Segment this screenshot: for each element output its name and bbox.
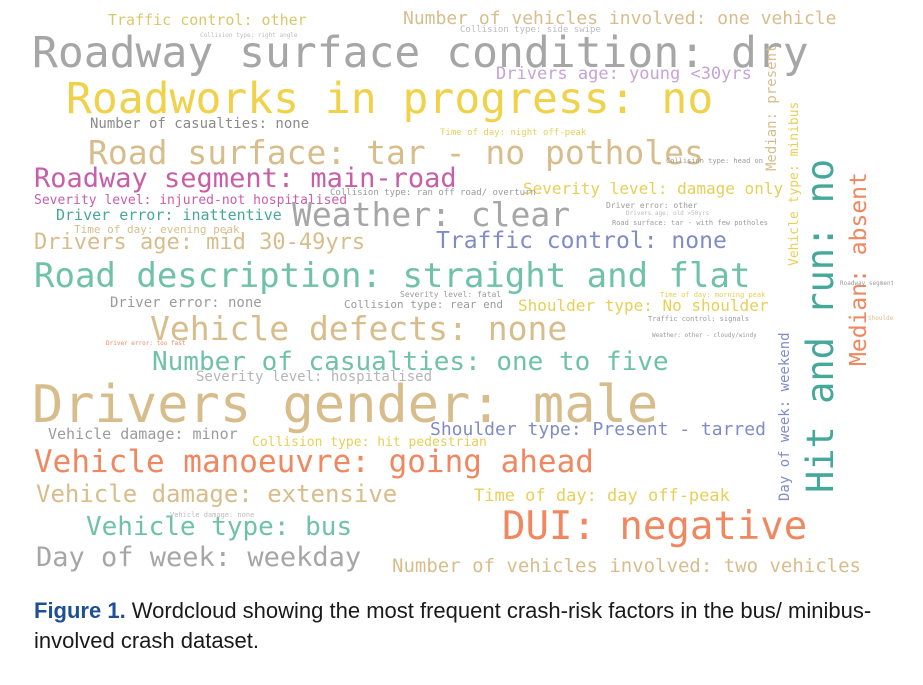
cloud-word: Vehicle type: bus xyxy=(86,512,353,542)
cloud-word: Time of day: morning peak xyxy=(660,291,766,299)
cloud-word: Roadworks in progress: no xyxy=(66,74,714,124)
cloud-word: Road description: straight and flat xyxy=(34,256,751,296)
cloud-word: Roadway segment: main-road xyxy=(34,163,457,194)
cloud-word: Time of day: evening peak xyxy=(74,223,240,236)
cloud-word: Number of vehicles involved: two vehicle… xyxy=(392,555,861,577)
cloud-word: Vehicle type: minibus xyxy=(787,101,802,266)
cloud-word: Driver error: inattentive xyxy=(56,206,282,224)
cloud-word: Road surface: tar - with few potholes xyxy=(612,219,768,227)
cloud-word: Time of day: night off-peak xyxy=(440,128,587,138)
cloud-word: Roadway surface condition: dry xyxy=(32,28,809,78)
cloud-word: Severity level: damage only xyxy=(523,179,784,198)
cloud-word: Collision type: right angle xyxy=(200,32,298,39)
cloud-word: Shoulder type: Present - untarred xyxy=(868,315,893,322)
cloud-word: Day of week: weekday xyxy=(36,542,362,573)
cloud-word: Number of casualties: none xyxy=(90,116,310,132)
wordcloud: Traffic control: other Number of vehicle… xyxy=(30,6,893,586)
cloud-word: Driver error: too fast xyxy=(106,340,186,347)
cloud-word: Road surface: tar - no potholes xyxy=(88,133,704,172)
cloud-word: Day of week: weekend xyxy=(777,332,793,501)
cloud-word: Weather: clear xyxy=(292,195,571,234)
cloud-word: Shoulder type: No shoulder xyxy=(518,296,769,315)
cloud-word: Vehicle damage: extensive xyxy=(36,480,398,508)
cloud-word: Vehicle damage: minor xyxy=(48,425,238,443)
cloud-word: Vehicle manoeuvre: going ahead xyxy=(34,444,594,480)
cloud-word: Number of casualties: one to five xyxy=(152,347,669,377)
cloud-word: Traffic control: signals xyxy=(648,315,750,323)
cloud-word: Median: present xyxy=(764,44,780,171)
cloud-word: Drivers age: mid 30-49yrs xyxy=(34,230,366,255)
cloud-word: Driver error: other xyxy=(606,201,698,210)
caption-text: Wordcloud showing the most frequent cras… xyxy=(34,598,872,653)
cloud-word: Time of day: day off-peak xyxy=(474,486,730,506)
cloud-word: DUI: negative xyxy=(502,504,808,549)
cloud-word: Collision type: rear end xyxy=(344,298,503,311)
cloud-word: Hit and run: no xyxy=(799,158,842,493)
figure-caption: Figure 1. Wordcloud showing the most fre… xyxy=(34,596,894,656)
cloud-word: Collision type: hit pedestrian xyxy=(252,435,487,450)
cloud-word: Collision type: side swipe xyxy=(460,25,601,35)
cloud-word: Driver error: none xyxy=(110,295,262,311)
cloud-word: Severity level: fatal xyxy=(400,290,502,299)
cloud-word: Traffic control: none xyxy=(436,228,727,254)
caption-label: Figure 1. xyxy=(34,598,126,623)
cloud-word: Vehicle damage: none xyxy=(170,511,255,519)
cloud-word: Number of vehicles involved: one vehicle xyxy=(403,8,837,29)
cloud-word: Weather: other - cloudy/windy xyxy=(652,332,757,339)
cloud-word: Shoulder type: Present - tarred xyxy=(430,419,766,440)
cloud-word: Vehicle defects: none xyxy=(150,309,568,348)
cloud-word: Drivers age: old >50yrs xyxy=(626,210,710,217)
cloud-word: Collision type: head on xyxy=(666,157,763,165)
cloud-word: Traffic control: other xyxy=(108,11,307,29)
cloud-word: Median: absent xyxy=(846,172,872,366)
cloud-word: Drivers age: young <30yrs xyxy=(496,64,752,84)
cloud-word: Drivers gender: male xyxy=(32,375,659,435)
cloud-word: Severity level: hospitalised xyxy=(196,369,433,385)
cloud-word: Roadway segment: T-junction xyxy=(840,280,893,287)
cloud-word: Collision type: ran off road/ overturn xyxy=(330,188,536,198)
cloud-word: Severity level: injured-not hospitalised xyxy=(34,193,348,208)
